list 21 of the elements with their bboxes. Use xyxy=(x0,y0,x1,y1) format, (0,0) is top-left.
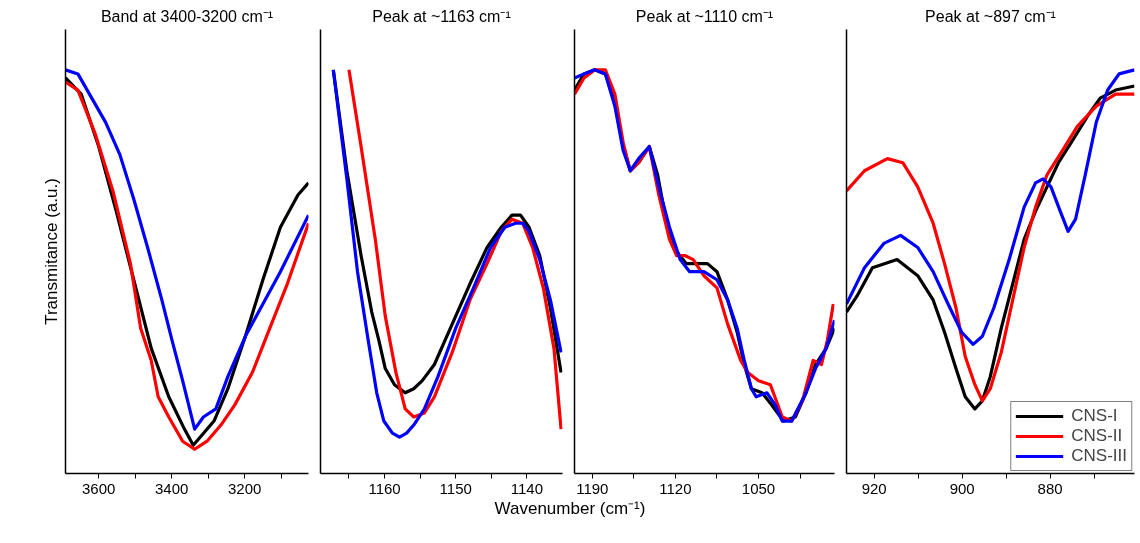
y-axis-title: Transmitance (a.u.) xyxy=(41,178,61,325)
chart-title: Peak at ~1163 cm⁻¹ xyxy=(372,7,511,25)
x-tick-label: 1150 xyxy=(439,479,472,497)
x-tick-label: 1140 xyxy=(510,479,544,497)
legend-label: CNS-III xyxy=(1071,446,1127,466)
legend-label: CNS-I xyxy=(1071,406,1118,426)
chart-title: Peak at ~1110 cm⁻¹ xyxy=(635,7,774,25)
chart-title: Peak at ~897 cm⁻¹ xyxy=(925,7,1056,25)
x-axis-title: Wavenumber (cm⁻¹) xyxy=(494,498,646,520)
legend-label: CNS-II xyxy=(1071,426,1123,446)
chart-title: Band at 3400-3200 cm⁻¹ xyxy=(100,7,274,25)
x-tick-label: 3400 xyxy=(154,479,189,497)
x-tick-label: 920 xyxy=(861,479,887,497)
x-tick-label: 900 xyxy=(949,479,975,497)
x-tick-label: 1120 xyxy=(659,479,692,497)
x-tick-label: 3200 xyxy=(227,479,262,497)
x-tick-label: 1160 xyxy=(368,479,401,497)
x-tick-label: 1190 xyxy=(576,479,609,497)
x-tick-label: 3600 xyxy=(82,479,116,497)
x-tick-label: 1050 xyxy=(741,479,776,497)
x-tick-label: 880 xyxy=(1037,479,1063,497)
